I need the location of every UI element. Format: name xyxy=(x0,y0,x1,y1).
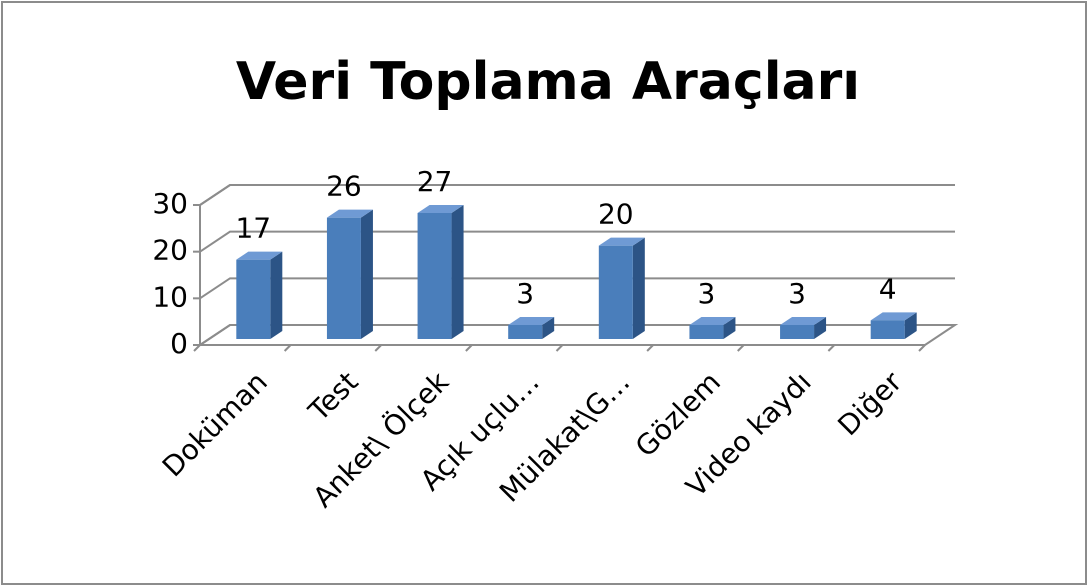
x-tick xyxy=(918,344,926,352)
bar-side xyxy=(542,317,555,339)
bar-side xyxy=(723,317,736,339)
bar-side xyxy=(451,205,464,339)
grid-line xyxy=(199,230,955,253)
y-tick-label: 20 xyxy=(152,234,188,267)
bar-top xyxy=(417,205,464,213)
bar xyxy=(780,325,815,339)
bar xyxy=(870,320,905,339)
x-tick xyxy=(283,344,292,352)
bar-side xyxy=(270,251,283,339)
x-tick xyxy=(374,344,382,352)
x-tick xyxy=(827,344,836,352)
x-tick xyxy=(646,344,654,352)
bar-side xyxy=(904,312,917,339)
bar-top xyxy=(598,237,645,246)
bar-top xyxy=(780,317,827,325)
x-tick xyxy=(555,344,564,352)
value-label: 3 xyxy=(698,277,716,310)
chart-title: Veri Toplama Araçları xyxy=(236,52,860,112)
bar xyxy=(598,245,633,339)
value-label: 4 xyxy=(879,272,897,305)
grid-line xyxy=(199,184,955,206)
bar xyxy=(326,217,361,339)
x-tick xyxy=(193,344,201,352)
y-tick-label: 10 xyxy=(152,280,188,313)
bar xyxy=(236,259,271,339)
bar-top xyxy=(326,209,373,218)
bar-side xyxy=(814,317,827,339)
bar xyxy=(508,325,543,339)
y-tick-label: 30 xyxy=(152,187,188,220)
bar-top xyxy=(689,317,736,325)
grid-line xyxy=(199,277,955,300)
value-label: 20 xyxy=(598,198,634,231)
bar xyxy=(417,213,452,339)
bar-top xyxy=(870,312,917,321)
x-tick xyxy=(465,344,473,352)
value-label: 17 xyxy=(235,212,271,245)
x-tick xyxy=(737,344,745,352)
bar-side xyxy=(632,237,645,339)
y-tick-label: 0 xyxy=(170,327,188,360)
bar-top xyxy=(236,251,283,260)
bar-top xyxy=(508,317,555,325)
value-label: 3 xyxy=(788,277,806,310)
value-label: 27 xyxy=(417,165,453,198)
bar-side xyxy=(360,209,373,339)
value-label: 3 xyxy=(516,277,534,310)
value-label: 26 xyxy=(326,170,362,203)
bar xyxy=(689,325,724,339)
